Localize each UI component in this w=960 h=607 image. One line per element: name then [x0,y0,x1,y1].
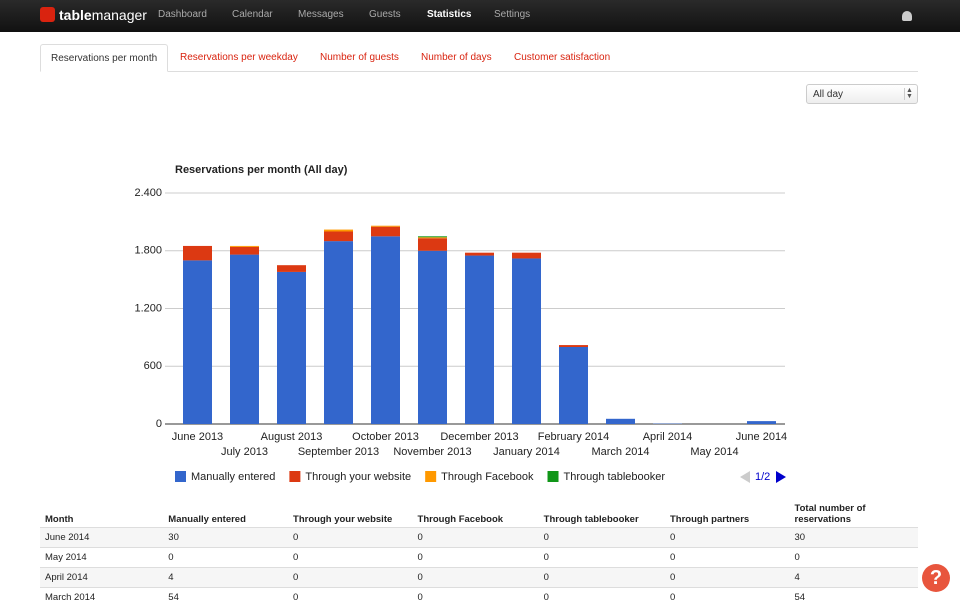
table-cell: 0 [539,588,665,607]
bar-segment [747,421,776,424]
x-tick-label: January 2014 [493,446,560,458]
table-cell: 0 [665,528,790,548]
bar-segment [512,253,541,259]
column-header: Through partners [665,497,790,528]
table-cell: 0 [413,548,539,568]
bar-segment [418,236,447,237]
table-cell: 4 [790,568,919,588]
y-tick-label: 1.200 [134,302,162,314]
table-cell: 0 [665,568,790,588]
column-header: Through Facebook [413,497,539,528]
table-cell: 0 [413,568,539,588]
page-indicator: 1/2 [755,471,770,483]
y-tick-label: 1.800 [134,245,162,257]
column-header: Total number of reservations [790,497,919,528]
table-cell: 0 [413,588,539,607]
table-cell: 30 [163,528,288,548]
bar-segment [465,256,494,424]
legend-swatch [289,471,300,482]
x-tick-label: December 2013 [440,431,518,443]
bar-segment [230,246,259,247]
bar-segment [277,265,306,272]
next-page [776,471,786,483]
bar-segment [324,241,353,424]
bar-segment [606,419,635,424]
legend-swatch [425,471,436,482]
bar-segment [371,236,400,424]
legend-label: Through your website [305,471,411,483]
bar-segment [230,255,259,424]
table-cell: April 2014 [40,568,163,588]
legend-label: Through tablebooker [564,471,666,483]
x-tick-label: March 2014 [591,446,649,458]
table-cell: 0 [288,548,413,568]
bar-segment [512,258,541,424]
bar-segment [371,227,400,237]
x-tick-label: May 2014 [690,446,738,458]
table-cell: 54 [790,588,919,607]
bar-segment [324,230,353,232]
table-cell: 0 [665,588,790,607]
column-header: Month [40,497,163,528]
y-tick-label: 2.400 [134,187,162,199]
table-cell: 0 [413,528,539,548]
x-tick-label: June 2013 [172,431,223,443]
chart-title: Reservations per month (All day) [175,164,348,176]
bar-segment [183,260,212,424]
x-tick-label: July 2013 [221,446,268,458]
bar-segment [465,253,494,256]
prev-page [740,471,750,483]
column-header: Manually entered [163,497,288,528]
table-cell: 0 [539,548,665,568]
legend-swatch [175,471,186,482]
legend-swatch [548,471,559,482]
x-tick-label: October 2013 [352,431,419,443]
table-cell: 0 [288,528,413,548]
table-cell: 0 [163,548,288,568]
table-cell: 30 [790,528,919,548]
legend-label: Manually entered [191,471,275,483]
table-cell: 0 [288,568,413,588]
x-tick-label: September 2013 [298,446,379,458]
bar-segment [324,232,353,242]
x-tick-label: August 2013 [261,431,323,443]
table-cell: 0 [539,528,665,548]
bar-segment [559,347,588,424]
help-button[interactable]: ? [922,564,950,592]
bar-segment [418,251,447,424]
x-tick-label: February 2014 [538,431,610,443]
bar-segment [418,238,447,251]
bar-segment [183,246,212,260]
legend-label: Through Facebook [441,471,534,483]
table-cell: 0 [539,568,665,588]
y-tick-label: 600 [144,360,162,372]
table-cell: June 2014 [40,528,163,548]
chart: Reservations per month (All day) 0 600 1.2… [0,0,960,500]
bar-segment [418,237,447,238]
bar-segment [277,272,306,424]
x-tick-label: April 2014 [643,431,693,443]
table-cell: 0 [665,548,790,568]
table-cell: March 2014 [40,588,163,607]
bar-segment [230,247,259,255]
table-cell: 0 [288,588,413,607]
table-cell: 0 [790,548,919,568]
table-cell: 54 [163,588,288,607]
column-header: Through your website [288,497,413,528]
table-cell: May 2014 [40,548,163,568]
bar-segment [559,345,588,347]
bar-segment [371,226,400,227]
x-tick-label: June 2014 [736,431,787,443]
table-cell: 4 [163,568,288,588]
y-tick-label: 0 [156,418,162,430]
column-header: Through tablebooker [539,497,665,528]
x-tick-label: November 2013 [393,446,471,458]
